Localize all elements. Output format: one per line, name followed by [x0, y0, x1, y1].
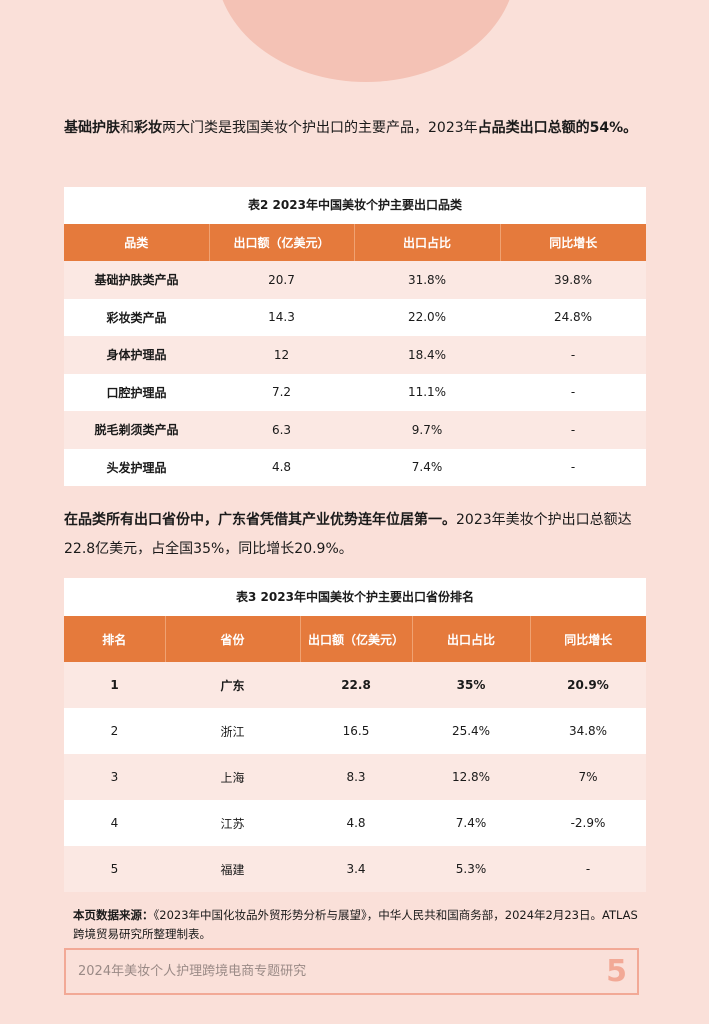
intro-bold-1: 基础护肤	[64, 120, 120, 136]
category-cell: 脱毛剃须类产品	[64, 411, 209, 449]
export-value-cell: 14.3	[209, 298, 354, 336]
intro2-text: 2023年美妆个护出口总额达22.8亿美元，占全国35%，同比增长20.9%。	[64, 512, 632, 557]
export-value-cell: 3.4	[300, 846, 412, 892]
source-label: 本页数据来源：	[73, 908, 154, 922]
category-cell: 口腔护理品	[64, 373, 209, 411]
rank-cell: 5	[64, 846, 165, 892]
footer-report-title: 2024年美妆个人护理跨境电商专题研究	[78, 964, 307, 979]
growth-cell: -2.9%	[530, 800, 646, 846]
rank-cell: 1	[64, 662, 165, 708]
intro2-bold: 在品类所有出口省份中，广东省凭借其产业优势连年位居第一。	[64, 512, 456, 528]
growth-cell: 34.8%	[530, 708, 646, 754]
export-value-cell: 4.8	[209, 448, 354, 486]
export-value-cell: 16.5	[300, 708, 412, 754]
table-row: 3 上海 8.3 12.8% 7%	[64, 754, 646, 800]
header-cell: 出口额（亿美元）	[299, 616, 412, 662]
table-caption: 表3 2023年中国美妆个护主要出口省份排名	[64, 578, 646, 616]
intro-bold-2: 彩妆	[134, 120, 162, 136]
page-footer: 2024年美妆个人护理跨境电商专题研究 5	[64, 948, 639, 995]
header-cell: 出口占比	[411, 616, 530, 662]
growth-cell: 20.9%	[530, 662, 646, 708]
growth-cell: 24.8%	[500, 298, 646, 336]
export-value-cell: 7.2	[209, 373, 354, 411]
intro-text-2: 两大门类是我国美妆个护出口的主要产品，2023年	[162, 120, 478, 136]
table-row: 4 江苏 4.8 7.4% -2.9%	[64, 800, 646, 846]
table-row: 脱毛剃须类产品 6.3 9.7% -	[64, 411, 646, 449]
category-cell: 基础护肤类产品	[64, 261, 209, 299]
growth-cell: -	[500, 411, 646, 449]
share-cell: 22.0%	[354, 298, 500, 336]
category-cell: 身体护理品	[64, 336, 209, 374]
table-row: 5 福建 3.4 5.3% -	[64, 846, 646, 892]
share-cell: 5.3%	[412, 846, 530, 892]
table-row: 2 浙江 16.5 25.4% 34.8%	[64, 708, 646, 754]
export-value-cell: 12	[209, 336, 354, 374]
intro-paragraph-1: 基础护肤和彩妆两大门类是我国美妆个护出口的主要产品，2023年占品类出口总额的5…	[64, 114, 654, 143]
intro-bold-3: 占品类出口总额的54%。	[477, 120, 638, 136]
table-header-row: 品类 出口额（亿美元） 出口占比 同比增长	[64, 224, 646, 261]
header-cell: 排名	[64, 616, 165, 662]
header-cell: 出口额（亿美元）	[208, 224, 354, 261]
table-row: 头发护理品 4.8 7.4% -	[64, 448, 646, 486]
share-cell: 9.7%	[354, 411, 500, 449]
province-cell: 浙江	[165, 708, 300, 754]
data-source-note: 本页数据来源：《2023年中国化妆品外贸形势分析与展望》，中华人民共和国商务部，…	[73, 906, 643, 944]
header-cell: 同比增长	[529, 616, 646, 662]
rank-cell: 2	[64, 708, 165, 754]
category-cell: 彩妆类产品	[64, 298, 209, 336]
share-cell: 25.4%	[412, 708, 530, 754]
header-cell: 省份	[164, 616, 300, 662]
export-value-cell: 22.8	[300, 662, 412, 708]
growth-cell: 7%	[530, 754, 646, 800]
growth-cell: -	[500, 336, 646, 374]
header-cell: 品类	[64, 224, 209, 261]
growth-cell: -	[500, 448, 646, 486]
table-row: 彩妆类产品 14.3 22.0% 24.8%	[64, 298, 646, 336]
share-cell: 35%	[412, 662, 530, 708]
page-number: 5	[606, 954, 627, 989]
share-cell: 18.4%	[354, 336, 500, 374]
export-value-cell: 6.3	[209, 411, 354, 449]
province-cell: 福建	[165, 846, 300, 892]
table-row: 1 广东 22.8 35% 20.9%	[64, 662, 646, 708]
rank-cell: 3	[64, 754, 165, 800]
table-header-row: 排名 省份 出口额（亿美元） 出口占比 同比增长	[64, 616, 646, 662]
intro-text-1: 和	[120, 120, 134, 136]
share-cell: 7.4%	[412, 800, 530, 846]
rank-cell: 4	[64, 800, 165, 846]
source-text: 《2023年中国化妆品外贸形势分析与展望》，中华人民共和国商务部，2024年2月…	[73, 908, 638, 941]
share-cell: 12.8%	[412, 754, 530, 800]
share-cell: 11.1%	[354, 373, 500, 411]
intro-paragraph-2: 在品类所有出口省份中，广东省凭借其产业优势连年位居第一。2023年美妆个护出口总…	[64, 506, 654, 564]
export-value-cell: 4.8	[300, 800, 412, 846]
growth-cell: 39.8%	[500, 261, 646, 299]
province-cell: 江苏	[165, 800, 300, 846]
province-cell: 上海	[165, 754, 300, 800]
table-row: 口腔护理品 7.2 11.1% -	[64, 373, 646, 411]
export-category-table: 表2 2023年中国美妆个护主要出口品类 品类 出口额（亿美元） 出口占比 同比…	[64, 187, 646, 486]
decorative-circle	[216, 0, 516, 82]
export-province-table: 表3 2023年中国美妆个护主要出口省份排名 排名 省份 出口额（亿美元） 出口…	[64, 578, 646, 892]
category-cell: 头发护理品	[64, 448, 209, 486]
table-caption: 表2 2023年中国美妆个护主要出口品类	[64, 187, 646, 224]
share-cell: 7.4%	[354, 448, 500, 486]
export-value-cell: 8.3	[300, 754, 412, 800]
export-value-cell: 20.7	[209, 261, 354, 299]
growth-cell: -	[500, 373, 646, 411]
growth-cell: -	[530, 846, 646, 892]
share-cell: 31.8%	[354, 261, 500, 299]
table-row: 身体护理品 12 18.4% -	[64, 336, 646, 374]
header-cell: 出口占比	[353, 224, 500, 261]
table-row: 基础护肤类产品 20.7 31.8% 39.8%	[64, 261, 646, 299]
province-cell: 广东	[165, 662, 300, 708]
header-cell: 同比增长	[499, 224, 646, 261]
